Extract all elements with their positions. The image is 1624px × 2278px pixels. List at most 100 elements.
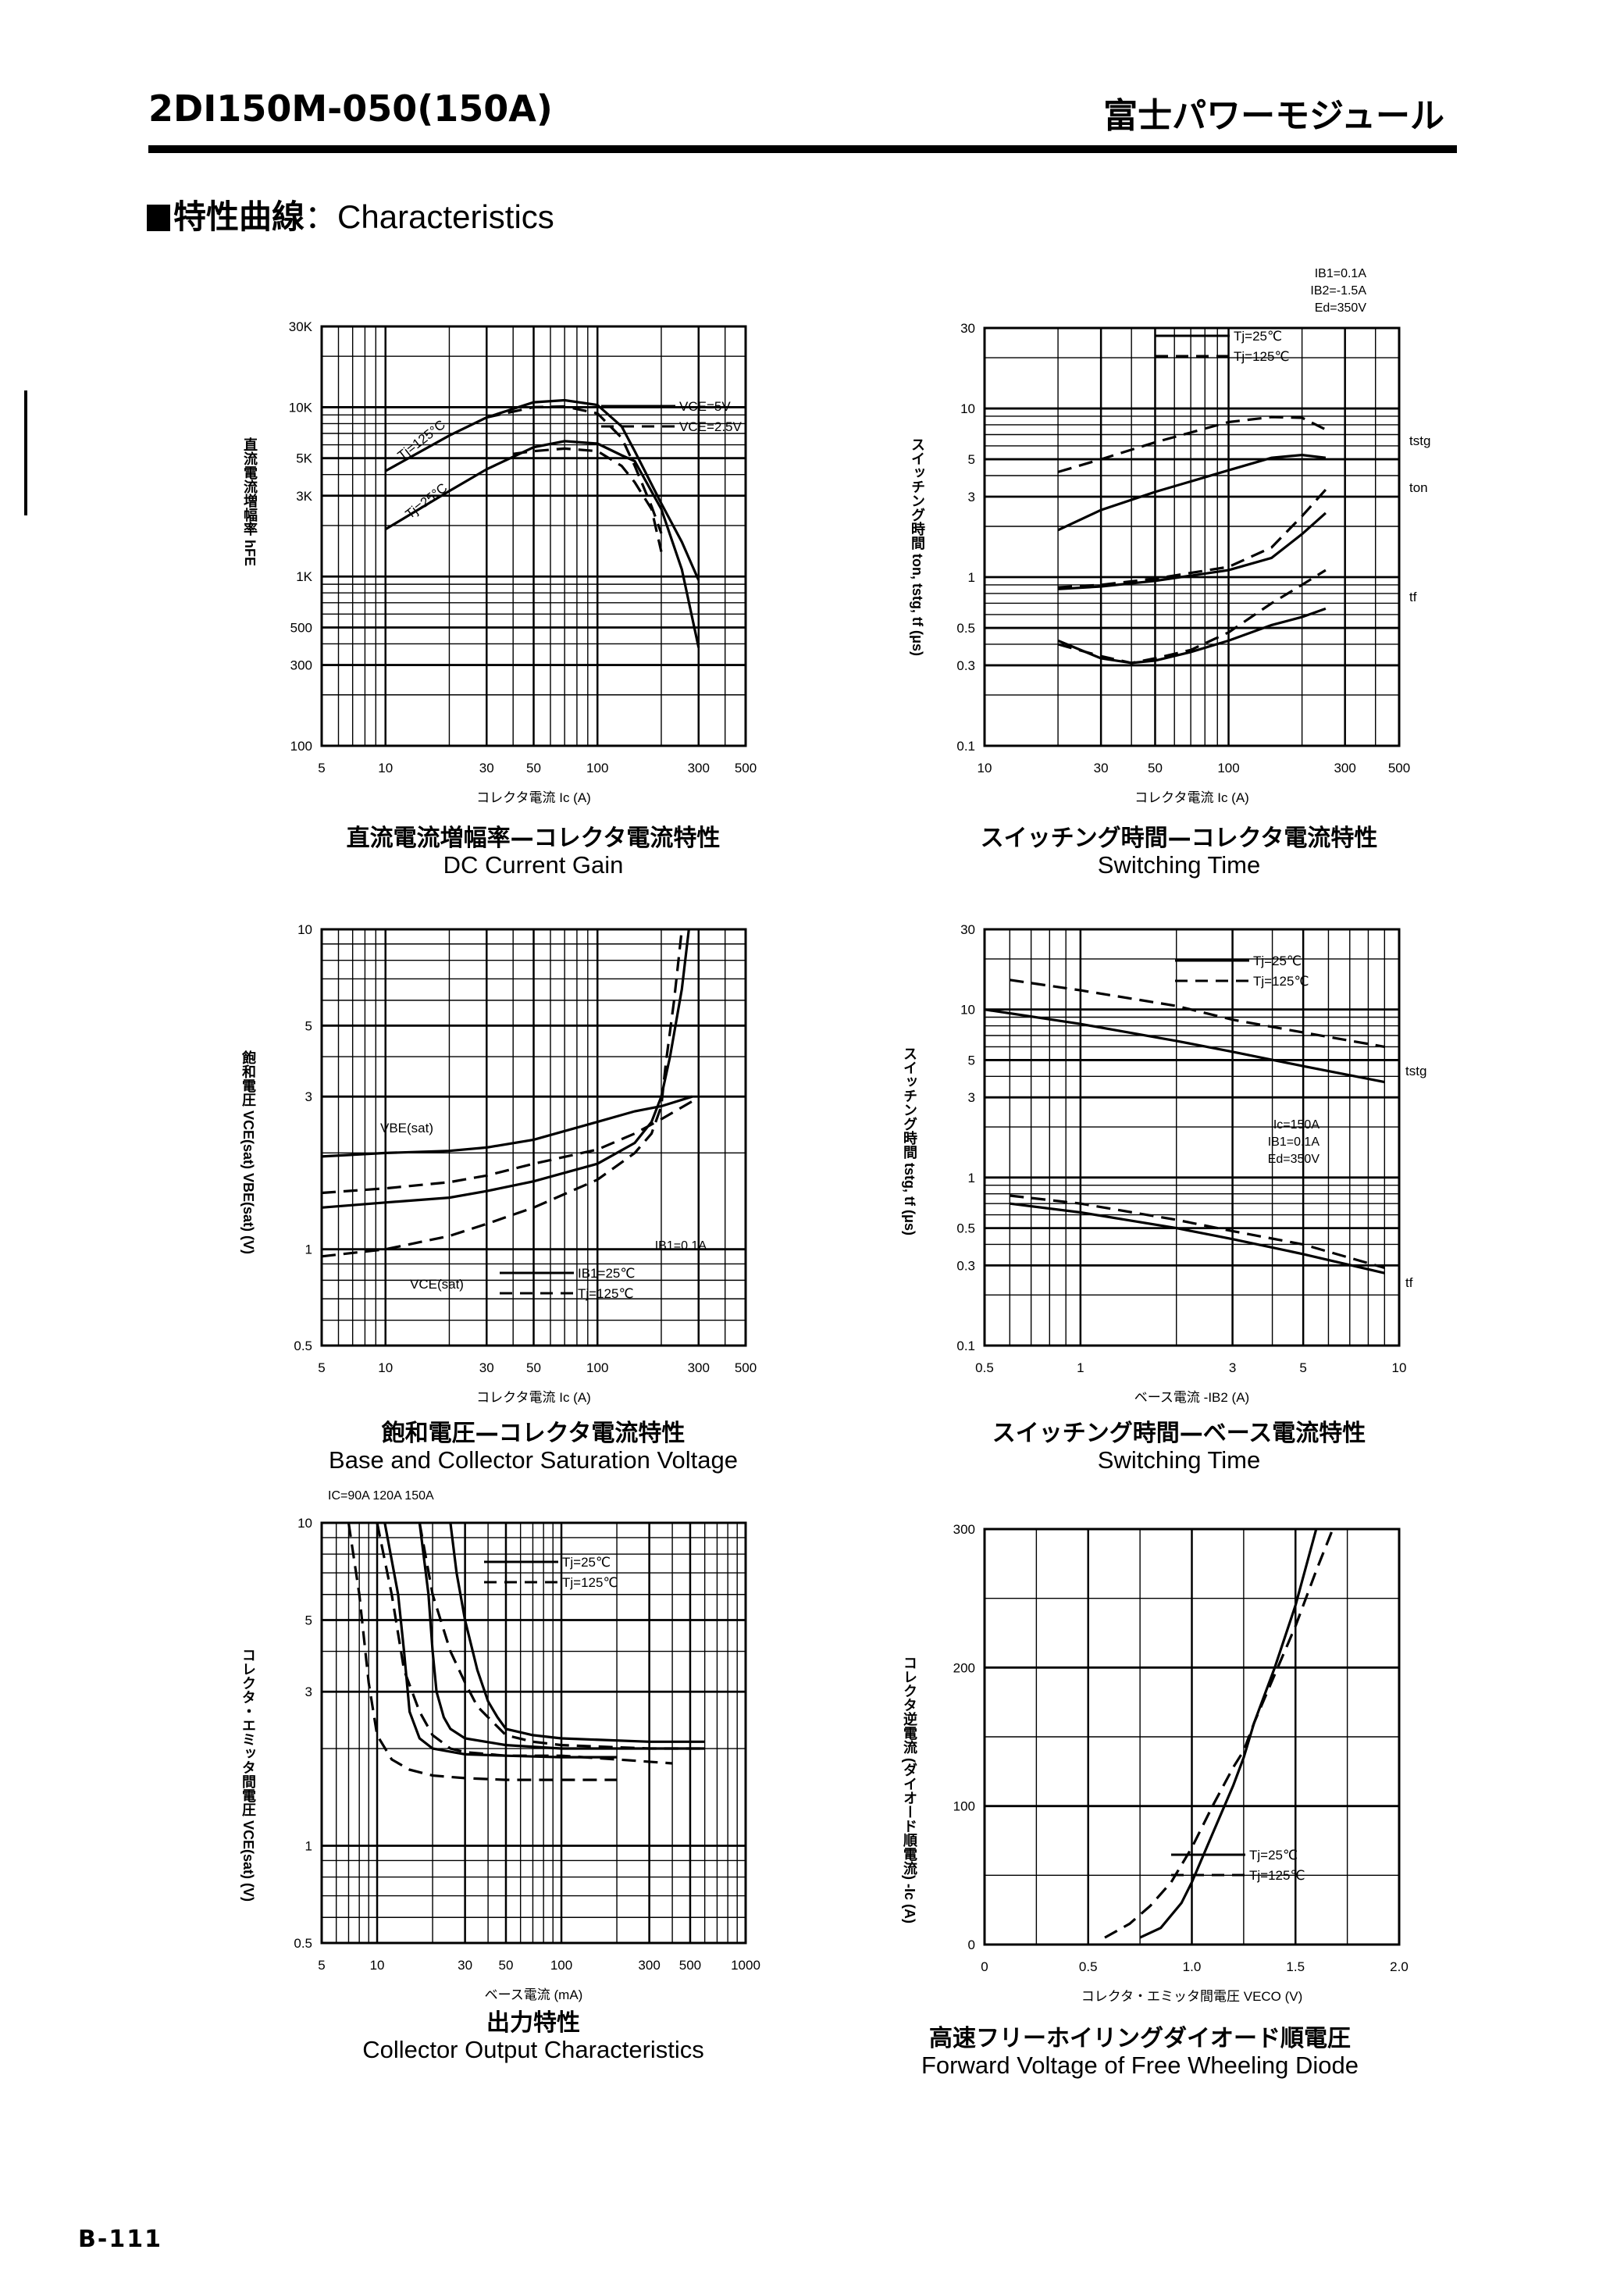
- x-tick-label: 0.5: [1079, 1959, 1098, 1974]
- x-tick-label: 100: [586, 761, 608, 775]
- y-tick-label: 10: [297, 1516, 312, 1531]
- y-tick-label: 1: [968, 570, 975, 585]
- y-tick-label: 300: [953, 1522, 975, 1537]
- y-tick-label: 30: [960, 321, 975, 336]
- y-tick-label: 30K: [289, 319, 313, 334]
- y-tick-label: 100: [953, 1799, 975, 1814]
- series-line: [1104, 1528, 1334, 1939]
- y-axis-label: 直流電流増幅率 hFE: [242, 437, 258, 566]
- y-tick-label: 10K: [289, 400, 313, 415]
- y-tick-label: 0.5: [956, 1221, 975, 1236]
- x-tick-label: 5: [318, 1360, 325, 1375]
- legend-label: Tj=25℃: [1234, 329, 1282, 344]
- y-tick-label: 3: [305, 1684, 312, 1699]
- curve-annotation: tstg: [1409, 433, 1430, 448]
- x-tick-label: 1000: [731, 1958, 760, 1973]
- series-line: [376, 1522, 673, 1765]
- y-tick-label: 3: [968, 1090, 975, 1105]
- x-tick-label: 30: [479, 761, 494, 775]
- series-line: [1058, 488, 1327, 589]
- x-tick-label: 10: [1392, 1360, 1407, 1375]
- x-tick-label: 100: [550, 1958, 572, 1973]
- series-line: [384, 398, 700, 581]
- x-tick-label: 500: [679, 1958, 701, 1973]
- y-tick-label: 1K: [296, 569, 312, 584]
- series-line: [449, 1522, 705, 1743]
- x-tick-label: 300: [1334, 761, 1355, 775]
- x-tick-label: 1: [1077, 1360, 1084, 1375]
- caption-en-switching-ic: Switching Time: [1097, 851, 1261, 879]
- legend-label: Tj=25℃: [1253, 954, 1302, 968]
- chart-fwd_diode: 0 0.5 1.0 1.5 2.0 0 100 200 300 コレクタ・エミッタ間電圧 VECO…: [902, 1522, 1409, 2004]
- condition-label: IB1=0.1A: [1268, 1135, 1320, 1149]
- series-line: [512, 447, 663, 552]
- x-tick-label: 10: [378, 1360, 393, 1375]
- x-tick-label: 500: [735, 1360, 757, 1375]
- chart-sat_voltage: 5 10 30 50 100 300 500 0.5 1 3 5 10 コレクタ電流 Ic (A) 飽和電…: [240, 922, 757, 1405]
- x-axis-label: コレクタ・エミッタ間電圧 VECO (V): [1081, 1989, 1303, 2004]
- condition-label: IB1=0.1A: [655, 1239, 707, 1253]
- caption-jp-switching-ic: スイッチング時間—コレクタ電流特性: [980, 825, 1378, 852]
- y-tick-label: 200: [953, 1660, 975, 1675]
- series-line: [321, 1095, 693, 1158]
- y-axis-label: 飽和電圧 VCE(sat) VBE(sat) (V): [240, 1050, 257, 1254]
- curve-annotation: VCE(sat): [410, 1277, 464, 1292]
- caption-jp-output: 出力特性: [486, 2009, 580, 2037]
- y-axis-label: コレクタ逆電流 (ダイオード順電流) -Ic (A): [902, 1656, 917, 1923]
- series-line: [1058, 512, 1327, 590]
- x-tick-label: 10: [978, 761, 992, 775]
- y-tick-label: 0.1: [956, 1339, 975, 1353]
- chart-output_char: 5 10 30 50 100 300 500 1000 0.5 1 3 5 10 ベース電流 (mA) コレ…: [240, 1489, 760, 2002]
- x-tick-label: 500: [735, 761, 757, 775]
- x-tick-label: 1.0: [1183, 1959, 1202, 1974]
- y-tick-label: 0.3: [956, 658, 975, 673]
- series-line: [418, 1522, 705, 1750]
- x-tick-label: 300: [688, 1360, 710, 1375]
- condition-label: Ed=350V: [1268, 1153, 1320, 1166]
- x-tick-label: 30: [458, 1958, 472, 1973]
- y-tick-label: 0.5: [956, 621, 975, 636]
- x-tick-label: 5: [318, 1958, 325, 1973]
- y-tick-label: 1: [305, 1242, 312, 1257]
- y-tick-label: 3K: [296, 489, 312, 504]
- x-tick-label: 500: [1388, 761, 1410, 775]
- y-tick-label: 30: [960, 922, 975, 937]
- y-tick-label: 5K: [296, 451, 312, 466]
- series-line: [1057, 607, 1327, 665]
- legend-label: VCE=5V: [679, 399, 731, 414]
- square-bullet-icon: [147, 205, 170, 231]
- legend-label: Tj=25℃: [562, 1555, 611, 1570]
- caption-en-dc-gain: DC Current Gain: [443, 851, 624, 879]
- y-tick-label: 5: [968, 1053, 975, 1068]
- x-tick-label: 30: [1094, 761, 1109, 775]
- y-tick-label: 100: [290, 739, 312, 754]
- legend-label: VCE=2.5V: [679, 419, 743, 434]
- caption-jp-saturation: 飽和電圧—コレクタ電流特性: [381, 1420, 686, 1447]
- series-line: [418, 1522, 705, 1750]
- x-tick-label: 10: [370, 1958, 385, 1973]
- y-tick-label: 3: [968, 490, 975, 504]
- series-line: [1057, 415, 1327, 473]
- x-tick-label: 0: [981, 1959, 988, 1974]
- series-line: [984, 1008, 1385, 1084]
- legend-label: Tj=125℃: [562, 1575, 618, 1590]
- y-tick-label: 5: [305, 1613, 312, 1627]
- document-title: 2DI150M-050(150A): [148, 87, 553, 130]
- x-tick-label: 1.5: [1286, 1959, 1305, 1974]
- brand-name: 富士パワーモジュール: [1103, 96, 1444, 136]
- y-axis-label: スイッチング時間 tstg, tf (μs): [902, 1046, 917, 1235]
- x-axis-label: ベース電流 -IB2 (A): [1134, 1390, 1249, 1405]
- y-tick-label: 0: [968, 1938, 975, 1952]
- header-rule: [148, 145, 1457, 153]
- series-line: [321, 929, 683, 1258]
- x-tick-label: 100: [586, 1360, 608, 1375]
- y-tick-label: 5: [305, 1018, 312, 1033]
- section-title-en: Characteristics: [337, 198, 554, 235]
- legend-label: Tj=125℃: [1253, 974, 1309, 989]
- x-tick-label: 10: [378, 761, 393, 775]
- section-heading: 特性曲線：Characteristics: [147, 191, 554, 238]
- y-tick-label: 0.5: [294, 1936, 312, 1951]
- section-separator: ：: [304, 198, 338, 236]
- y-tick-label: 10: [960, 401, 975, 416]
